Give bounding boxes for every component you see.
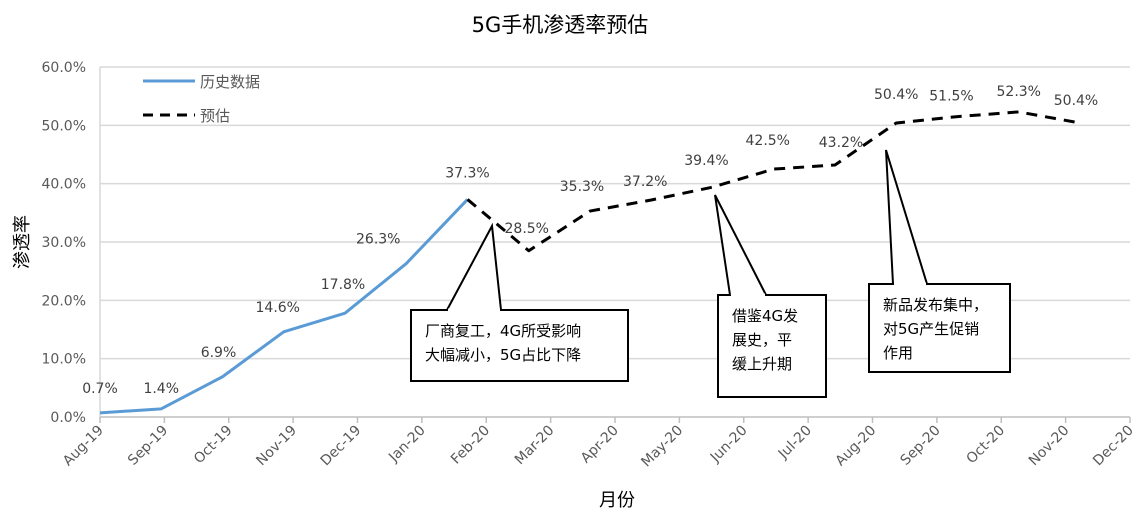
x-axis-label: 月份 <box>599 490 635 511</box>
y-tick-label: 50.0% <box>42 118 86 134</box>
data-label: 52.3% <box>997 84 1041 100</box>
callout-box <box>717 294 827 398</box>
callout-text: 缓上升期 <box>732 355 792 373</box>
y-tick-label: 20.0% <box>42 293 86 309</box>
data-label: 6.9% <box>201 345 237 361</box>
callout-text: 新品发布集中， <box>883 296 988 314</box>
y-tick-label: 0.0% <box>50 410 86 426</box>
x-tick-label: Jun-20 <box>707 423 751 467</box>
callout-text: 展史，平 <box>732 331 792 349</box>
callout-text: 大幅减小，5G占比下降 <box>425 346 581 364</box>
x-tick-label: Dec-20 <box>1090 423 1137 470</box>
legend-label-history: 历史数据 <box>200 73 260 91</box>
data-label: 28.5% <box>505 221 549 237</box>
data-label: 50.4% <box>874 87 918 103</box>
data-label: 0.7% <box>82 381 118 397</box>
legend-label-forecast: 预估 <box>200 107 230 125</box>
x-tick-label: Jan-20 <box>385 423 428 466</box>
x-tick-label: May-20 <box>638 423 686 471</box>
callout-box <box>410 309 629 382</box>
callout-text: 作用 <box>883 344 913 362</box>
x-tick-label: Aug-20 <box>833 423 880 470</box>
legend: 历史数据 预估 <box>143 73 260 125</box>
y-tick-label: 60.0% <box>42 60 86 76</box>
data-label: 35.3% <box>560 179 604 195</box>
x-tick-label: Dec-19 <box>318 423 365 470</box>
x-tick-label: Nov-19 <box>253 423 300 470</box>
callout-text: 对5G产生促销 <box>883 320 979 338</box>
x-tick-label: Apr-20 <box>578 423 622 467</box>
y-axis-label: 渗透率 <box>12 215 33 269</box>
x-tick-label: Jul-20 <box>775 423 815 463</box>
data-label: 26.3% <box>356 232 400 248</box>
callout-text: 厂商复工，4G所受影响 <box>425 322 581 340</box>
x-tick-label: Oct-20 <box>963 423 1008 468</box>
callout-pointer <box>446 222 502 311</box>
data-label: 42.5% <box>746 133 790 149</box>
x-tick-label: Aug-19 <box>60 423 107 470</box>
chart-title: 5G手机渗透率预估 <box>472 13 649 37</box>
data-label: 50.4% <box>1054 93 1098 109</box>
data-label: 51.5% <box>929 89 973 105</box>
data-label: 14.6% <box>256 300 300 316</box>
data-label: 39.4% <box>684 153 728 169</box>
x-tick-label: Oct-19 <box>191 423 236 468</box>
series-line-forecast <box>466 110 1081 253</box>
callout-pointer <box>714 194 767 296</box>
callout-pointer <box>885 149 928 285</box>
callout-text: 借鉴4G发 <box>732 307 798 325</box>
data-label: 1.4% <box>143 381 179 397</box>
series-line-history <box>99 198 469 415</box>
data-label: 37.2% <box>623 174 667 190</box>
x-tick-label: Feb-20 <box>448 423 493 468</box>
x-tick-label: Nov-20 <box>1026 423 1073 470</box>
y-tick-label: 10.0% <box>42 352 86 368</box>
y-tick-label: 30.0% <box>42 235 86 251</box>
callout-box <box>868 283 1011 373</box>
data-label: 43.2% <box>819 135 863 151</box>
x-tick-label: Sep-19 <box>125 423 171 469</box>
y-tick-label: 40.0% <box>42 177 86 193</box>
data-label: 37.3% <box>445 165 489 181</box>
data-label: 17.8% <box>321 277 365 293</box>
x-tick-label: Mar-20 <box>512 423 558 469</box>
x-tick-label: Sep-20 <box>898 423 944 469</box>
